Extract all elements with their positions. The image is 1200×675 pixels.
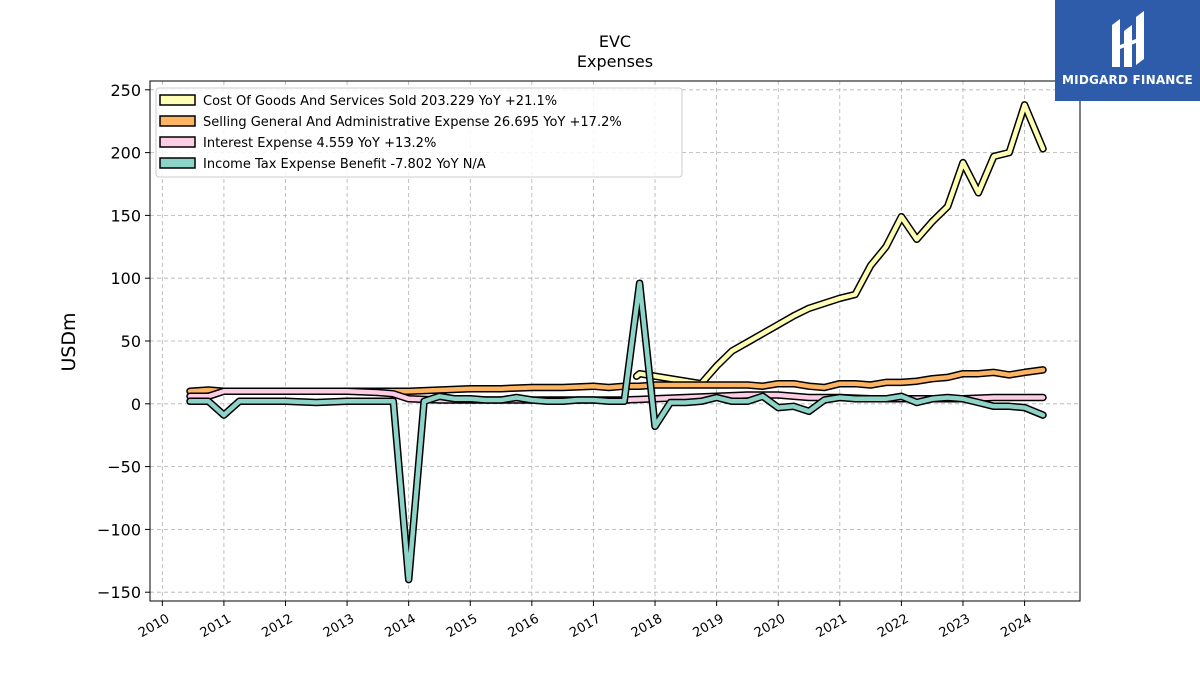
x-tick-label: 2016	[506, 611, 542, 641]
x-tick-label: 2013	[321, 611, 357, 641]
chart-subtitle: Expenses	[577, 52, 653, 71]
x-tick-label: 2010	[136, 611, 172, 641]
x-tick-label: 2020	[752, 611, 788, 641]
series-lines	[186, 101, 1047, 584]
legend-label: Interest Expense 4.559 YoY +13.2%	[203, 136, 436, 151]
legend-swatch	[159, 115, 196, 127]
y-tick-label: −50	[107, 458, 141, 477]
y-tick-label: 0	[131, 395, 141, 414]
x-tick-label: 2014	[383, 611, 419, 641]
y-axis-label: USDm	[58, 312, 80, 371]
x-axis-ticks: 2010 2011 2012 2013 2014 2015 2016 2017 2018 2019…	[136, 601, 1035, 641]
midgard-logo-icon	[1111, 11, 1144, 67]
brand-name: MIDGARD FINANCE	[1062, 73, 1193, 87]
legend-label: Cost Of Goods And Services Sold 203.229 …	[203, 94, 557, 109]
series-line-stroke	[187, 280, 1046, 582]
legend-swatch	[159, 94, 196, 106]
series-line-stroke	[634, 102, 1046, 386]
series-line-3	[186, 279, 1047, 584]
series-line-0	[632, 101, 1047, 388]
legend-swatch	[159, 136, 196, 148]
y-tick-label: 200	[110, 144, 141, 163]
x-tick-label: 2023	[937, 611, 973, 641]
legend-box	[155, 87, 683, 178]
x-tick-label: 2022	[875, 611, 911, 641]
legend-label: Income Tax Expense Benefit -7.802 YoY N/…	[203, 157, 486, 172]
x-tick-label: 2018	[629, 611, 665, 641]
brand-logo: MIDGARD FINANCE	[1055, 0, 1200, 101]
y-tick-label: −150	[97, 583, 141, 602]
y-tick-label: 50	[121, 332, 141, 351]
x-tick-label: 2024	[998, 611, 1034, 641]
legend-label: Selling General And Administrative Expen…	[203, 115, 622, 130]
legend: Cost Of Goods And Services Sold 203.229 …	[155, 87, 683, 178]
y-tick-label: 150	[110, 206, 141, 225]
x-tick-label: 2019	[690, 611, 726, 641]
y-axis-ticks: 250 200 150 100 50 0 −50 −100 −150	[97, 81, 150, 602]
x-tick-label: 2012	[259, 611, 295, 641]
x-tick-label: 2011	[198, 611, 234, 641]
y-tick-label: −100	[97, 520, 141, 539]
x-tick-label: 2015	[444, 611, 480, 641]
x-tick-label: 2021	[814, 611, 850, 641]
y-tick-label: 250	[110, 81, 141, 100]
series-line-outline	[186, 279, 1047, 584]
y-tick-label: 100	[110, 269, 141, 288]
legend-swatch	[159, 157, 196, 169]
chart-title: EVC	[599, 32, 631, 51]
x-tick-label: 2017	[567, 611, 603, 641]
